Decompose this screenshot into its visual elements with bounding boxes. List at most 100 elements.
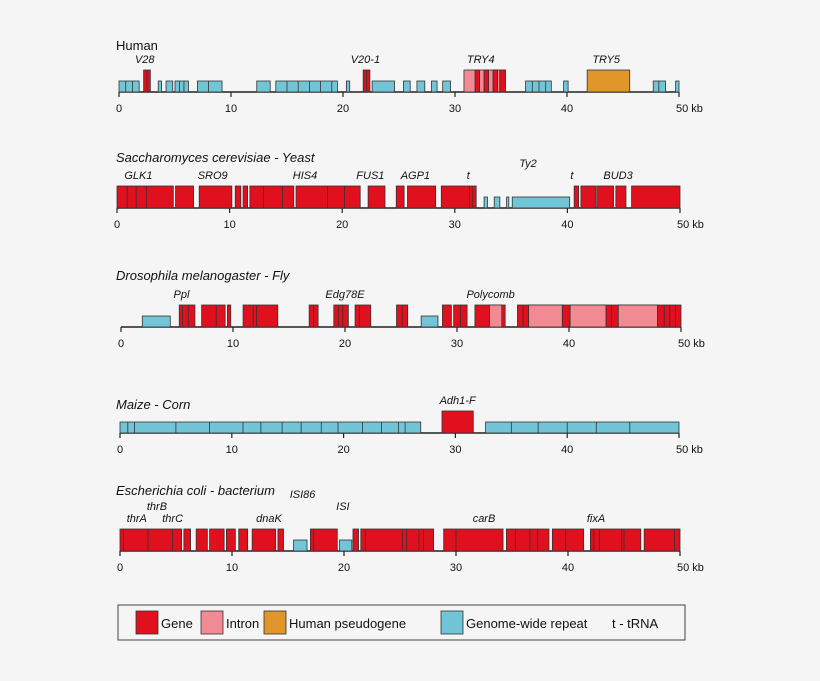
feature-repeat [493,196,501,209]
scale-tick-label: 40 [563,338,575,350]
gene-label: Polycomb [466,289,514,301]
feature-repeat [416,80,426,93]
feature-gene [201,304,226,328]
scale-tick-label: 50 kb [677,219,704,231]
feature-gene [580,185,596,209]
scale-tick-label: 20 [337,444,349,456]
gene-label: thrC [162,513,183,525]
feature-repeat [675,80,680,93]
feature-gene [308,304,319,328]
feature-gene [238,528,249,552]
feature-pseudogene [586,69,631,93]
scale-tick-label: 20 [338,562,350,574]
feature-gene [483,69,489,93]
feature-repeat [506,196,510,209]
feature-gene [309,528,338,552]
feature-gene [333,304,349,328]
feature-repeat [511,196,571,209]
legend-label: t - tRNA [612,616,659,631]
genome-panel-fly: Drosophila melanogaster - Fly 0 10 20 30 40 50… [116,268,705,350]
legend-label: Genome-wide repeat [466,616,588,631]
feature-repeat [563,80,569,93]
feature-intron [617,304,658,328]
feature-gene [440,185,477,209]
feature-gene [183,528,191,552]
feature-repeat [256,80,271,93]
gene-label: Ppl [174,289,190,301]
scale-tick-label: 0 [118,338,124,350]
scale-tick-label: 20 [336,219,348,231]
feature-gene [175,185,194,209]
feature-repeat [483,196,488,209]
feature-repeat [275,80,338,93]
scale-tick-label: 10 [223,219,235,231]
gene-label: thrA [127,513,147,525]
feature-repeat [345,80,351,93]
scale-tick-label: 20 [337,103,349,115]
genome-title: Drosophila melanogaster - Fly [116,268,291,283]
gene-label: Ty2 [519,158,537,170]
feature-intron [489,304,503,328]
scale-tick-label: 30 [449,103,461,115]
scale-tick-label: 10 [226,444,238,456]
feature-repeat [339,539,353,552]
feature-gene [573,185,580,209]
feature-repeat [420,315,439,328]
feature-gene [596,185,614,209]
gene-label: BUD3 [603,170,633,182]
scale-tick-label: 40 [561,103,573,115]
feature-gene [225,528,236,552]
gene-label: TRY4 [467,54,495,66]
feature-gene [615,185,627,209]
feature-gene [396,304,409,328]
gene-label: ISI [336,501,349,513]
genome-title: Escherichia coli - bacterium [116,483,275,498]
scale-tick-label: 40 [561,444,573,456]
feature-repeat [157,80,162,93]
feature-gene [251,528,277,552]
scale-tick-label: 40 [561,219,573,231]
legend-swatch [200,610,224,635]
genome-title: Saccharomyces cerevisiae - Yeast [116,150,316,165]
feature-gene [277,528,284,552]
feature-gene [395,185,405,209]
feature-gene [226,304,232,328]
legend-swatch [263,610,287,635]
feature-intron [528,304,563,328]
feature-repeat [403,80,411,93]
feature-repeat [118,80,140,93]
feature-gene [442,304,452,328]
feature-repeat [293,539,308,552]
feature-repeat [165,80,174,93]
genome-panel-ecoli: Escherichia coli - bacterium 0 10 20 30 40 50 … [116,483,704,574]
legend-item-intron: Intron [200,610,259,635]
legend-item-pseudogene: Human pseudogene [263,610,406,635]
gene-label: FUS1 [356,170,384,182]
feature-gene [505,528,550,552]
feature-repeat [442,80,451,93]
feature-gene [295,185,361,209]
feature-gene [143,69,151,93]
scale-tick-label: 50 kb [678,338,705,350]
feature-repeat [525,80,552,93]
scale-tick-label: 0 [114,219,120,231]
legend-label: Intron [226,616,259,631]
scale-tick-label: 50 kb [676,103,703,115]
gene-label: V20-1 [351,54,380,66]
feature-gene [360,528,434,552]
genome-panel-yeast: Saccharomyces cerevisiae - Yeast 0 10 20 30 4… [114,150,704,231]
gene-label: t [570,170,574,182]
feature-gene [367,185,386,209]
gene-label: TRY5 [592,54,621,66]
gene-label: dnaK [256,513,282,525]
feature-repeat [652,80,666,93]
scale-tick-label: 30 [451,338,463,350]
feature-gene [407,185,437,209]
scale-tick-label: 10 [227,338,239,350]
feature-gene [352,528,359,552]
legend-label: Gene [161,616,193,631]
scale-tick-label: 30 [449,219,461,231]
legend-label: Human pseudogene [289,616,406,631]
scale-tick-label: 0 [116,103,122,115]
